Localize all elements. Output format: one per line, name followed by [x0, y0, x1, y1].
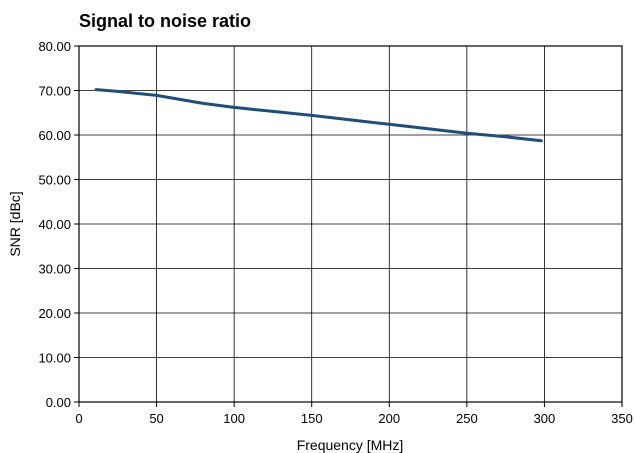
snr-series-line	[94, 88, 543, 143]
x-axis-label: Frequency [MHz]	[297, 437, 404, 453]
y-tick-label: 30.00	[38, 262, 71, 277]
x-tick-label: 0	[75, 411, 82, 426]
y-tick-label: 80.00	[38, 39, 71, 54]
y-tick-label: 60.00	[38, 128, 71, 143]
y-tick-label: 0.00	[46, 395, 71, 410]
y-axis-ticks: 0.00 10.00 20.00 30.00 40.00 50.00 60.00 70.00 8…	[38, 39, 79, 410]
y-tick-label: 50.00	[38, 173, 71, 188]
x-tick-label: 50	[149, 411, 163, 426]
series-layer	[94, 88, 543, 143]
x-tick-label: 100	[223, 411, 245, 426]
x-tick-label: 350	[611, 411, 633, 426]
y-tick-label: 10.00	[38, 351, 71, 366]
x-axis-ticks: 0 50 100 150 200 250 300 350	[75, 402, 633, 426]
x-tick-label: 250	[456, 411, 478, 426]
x-tick-label: 200	[378, 411, 400, 426]
y-axis-label: SNR [dBc]	[7, 191, 23, 256]
y-tick-label: 40.00	[38, 217, 71, 232]
y-tick-label: 70.00	[38, 84, 71, 99]
y-tick-label: 20.00	[38, 306, 71, 321]
chart-title: Signal to noise ratio	[79, 11, 251, 31]
x-tick-label: 300	[534, 411, 556, 426]
x-tick-label: 150	[301, 411, 323, 426]
